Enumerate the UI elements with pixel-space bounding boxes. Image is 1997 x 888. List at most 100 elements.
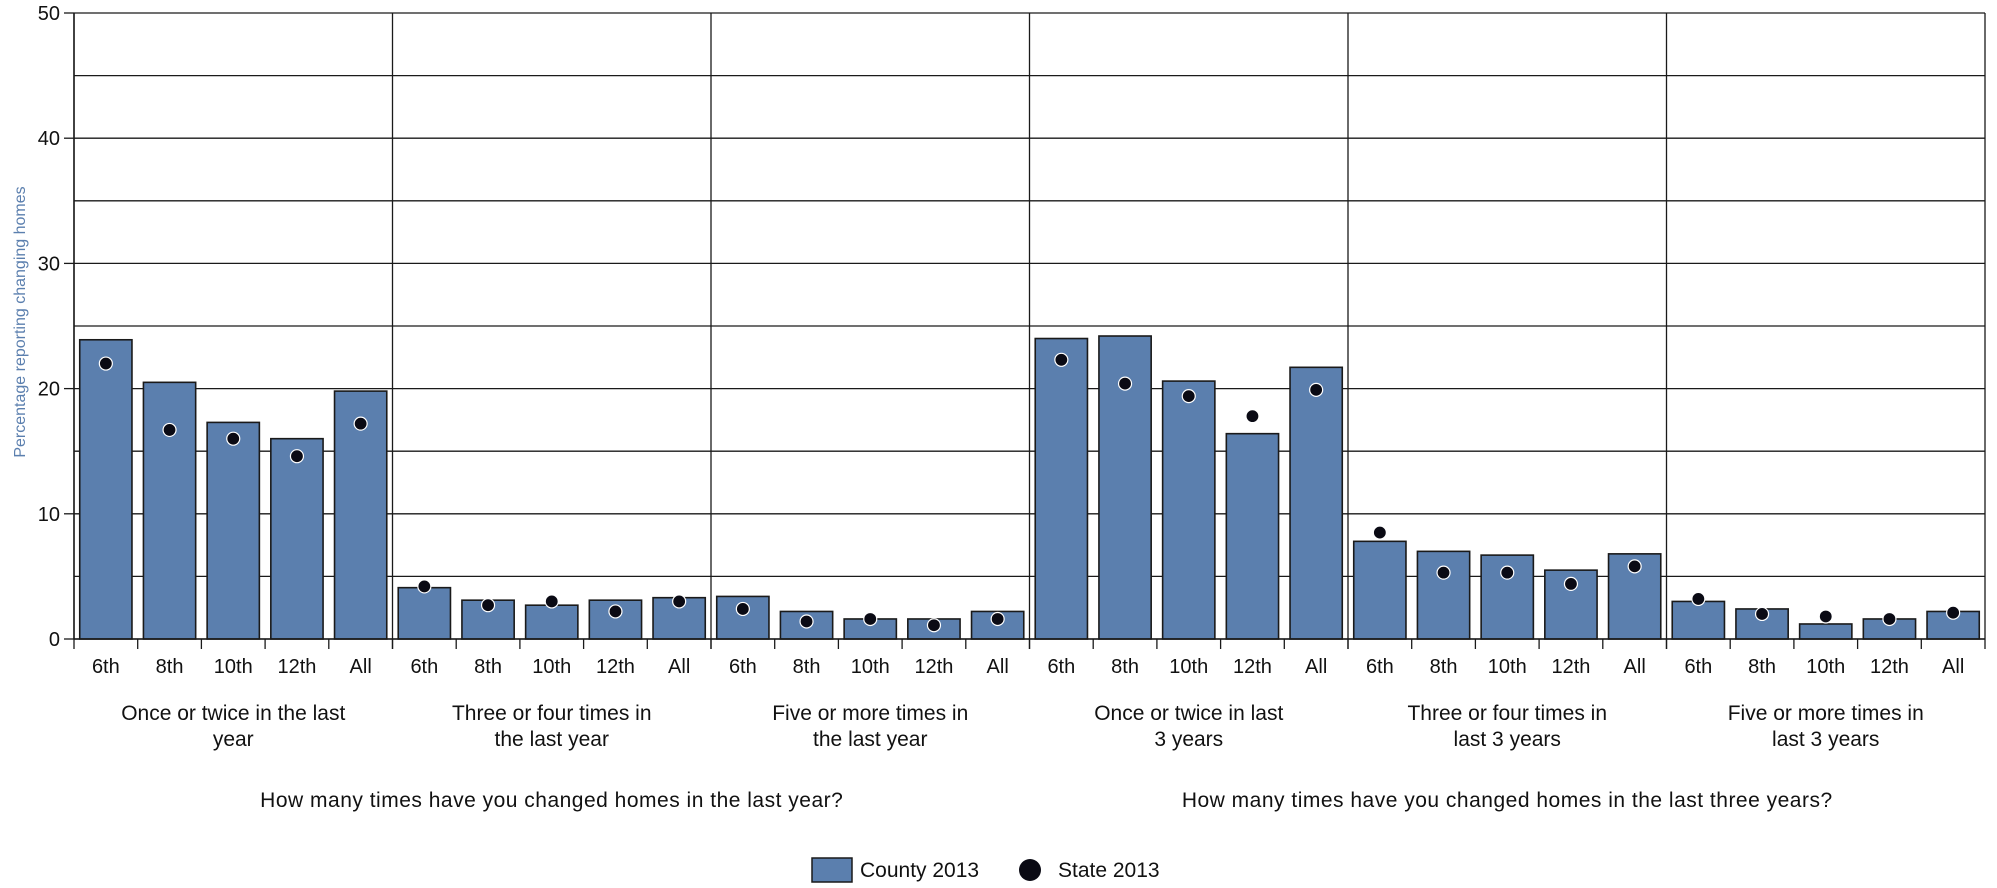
- dot-state: [417, 579, 432, 594]
- legend-swatch-county: [811, 857, 853, 883]
- axes-layer: 0 10 20 30 40 50: [38, 3, 1986, 651]
- dot-state: [480, 598, 496, 613]
- x-category-label: 12th: [596, 656, 635, 678]
- x-category-label: 10th: [1806, 656, 1845, 678]
- x-category-label: All: [1305, 656, 1327, 678]
- bar-county: [1416, 550, 1471, 640]
- x-category-label: All: [1624, 656, 1646, 678]
- dots-layer: [98, 352, 1961, 633]
- dot-state: [926, 618, 942, 633]
- bar-county: [206, 421, 261, 640]
- group-label: Five or more times in: [772, 702, 968, 725]
- x-category-label: 12th: [1551, 656, 1590, 678]
- group-label: year: [213, 728, 254, 751]
- x-category-label: 10th: [214, 656, 253, 678]
- bar-county: [333, 390, 388, 640]
- x-category-label: 8th: [474, 656, 502, 678]
- bar-county: [1161, 380, 1216, 640]
- dot-state: [799, 614, 814, 629]
- dot-state: [1245, 409, 1260, 424]
- dot-state: [1691, 591, 1706, 607]
- x-category-label: 12th: [1233, 656, 1272, 678]
- dot-state: [1117, 376, 1133, 391]
- dot-state: [162, 422, 177, 438]
- dot-state: [990, 611, 1005, 627]
- x-category-label: 10th: [1488, 656, 1527, 678]
- dot-state: [863, 611, 878, 627]
- x-category-label: 6th: [1684, 656, 1712, 678]
- x-category-label: All: [668, 656, 690, 678]
- dot-state: [1309, 382, 1324, 397]
- dot-state: [1754, 606, 1770, 622]
- dot-state: [226, 431, 241, 446]
- bar-county: [1225, 432, 1280, 640]
- x-category-label: All: [350, 656, 372, 678]
- group-label: Once or twice in the last: [121, 702, 345, 725]
- legend-label-state: State 2013: [1058, 859, 1160, 882]
- group-label: last 3 years: [1772, 728, 1879, 751]
- bar-county: [270, 437, 324, 640]
- bar-county: [1798, 623, 1853, 640]
- x-category-label: 6th: [92, 656, 120, 678]
- dot-state: [1946, 605, 1961, 620]
- group-label: Three or four times in: [1407, 702, 1607, 725]
- x-category-label: 8th: [1748, 656, 1776, 678]
- dot-state: [1563, 576, 1579, 592]
- bar-county: [1034, 337, 1089, 640]
- bar-county: [78, 338, 133, 640]
- y-tick-label: 40: [38, 128, 60, 150]
- legend-label-county: County 2013: [860, 859, 979, 882]
- x-category-label: 12th: [277, 656, 316, 678]
- bar-county: [397, 586, 452, 640]
- dot-state: [1372, 525, 1387, 540]
- group-label: 3 years: [1154, 728, 1223, 751]
- dot-state: [353, 416, 368, 431]
- x-category-label: 8th: [793, 656, 821, 678]
- group-label: the last year: [495, 728, 609, 751]
- group-label: Once or twice in last: [1094, 702, 1283, 725]
- group-label: last 3 years: [1454, 728, 1561, 751]
- bar-county: [524, 604, 579, 640]
- bar-county: [142, 381, 197, 640]
- x-category-label: 10th: [851, 656, 890, 678]
- x-category-label: 10th: [1169, 656, 1208, 678]
- dot-state: [1054, 352, 1069, 367]
- x-category-label: 8th: [1111, 656, 1139, 678]
- y-tick-label: 20: [38, 379, 60, 401]
- dot-state: [1181, 389, 1196, 404]
- dot-state: [1882, 611, 1897, 627]
- bar-county: [1352, 540, 1407, 640]
- y-tick-label: 30: [38, 253, 60, 275]
- x-category-label: 12th: [914, 656, 953, 678]
- group-label: Five or more times in: [1728, 702, 1924, 725]
- dot-state: [608, 604, 623, 619]
- y-tick-label: 50: [38, 3, 60, 25]
- dot-state: [1436, 565, 1451, 580]
- dot-state: [98, 356, 113, 371]
- legend: County 2013 State 2013: [811, 857, 1160, 883]
- x-category-label: 6th: [1366, 656, 1394, 678]
- dot-state: [1627, 559, 1642, 574]
- dot-state: [289, 449, 305, 464]
- dot-state: [672, 594, 687, 609]
- x-category-label: 8th: [1430, 656, 1458, 678]
- legend-swatch-state: [1019, 859, 1041, 881]
- x-category-label: All: [987, 656, 1009, 678]
- x-category-label: All: [1942, 656, 1964, 678]
- dot-state: [735, 601, 750, 617]
- bar-county: [1671, 600, 1726, 640]
- y-axis-label: Percentage reporting changing homes: [12, 186, 29, 457]
- labels-layer: 6th 8th 10th 12th All Once or twice in the la…: [92, 656, 1964, 812]
- group-label: the last year: [813, 728, 927, 751]
- x-category-label: 8th: [156, 656, 184, 678]
- x-category-label: 12th: [1870, 656, 1909, 678]
- y-tick-label: 10: [38, 504, 60, 526]
- x-category-label: 10th: [532, 656, 571, 678]
- y-tick-label: 0: [49, 629, 60, 651]
- dot-state: [544, 594, 559, 609]
- group-label: Three or four times in: [452, 702, 652, 725]
- dot-state: [1500, 565, 1515, 580]
- super-group-label: How many times have you changed homes in…: [1182, 789, 1833, 812]
